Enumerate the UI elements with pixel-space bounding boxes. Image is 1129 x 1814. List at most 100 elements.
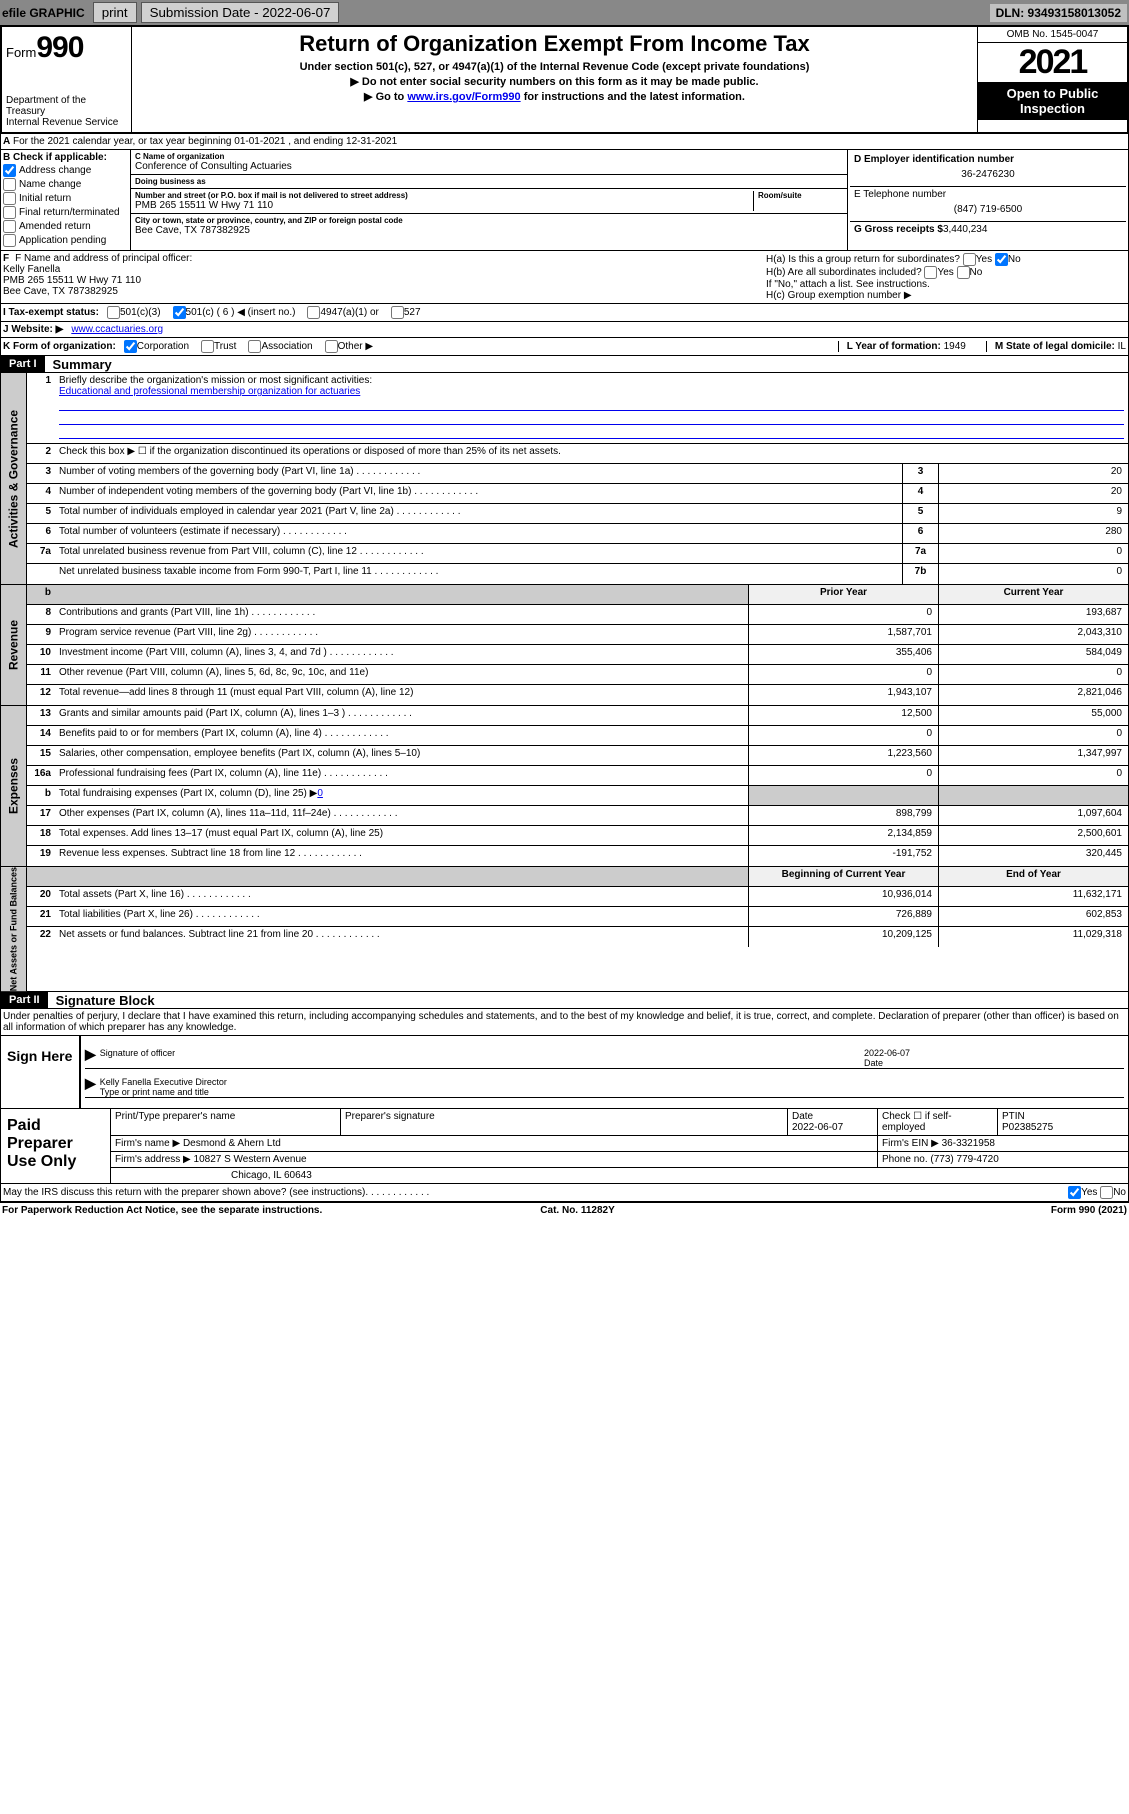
checkbox-amended[interactable]: Amended return: [3, 220, 128, 233]
prior-8: 0: [748, 605, 938, 624]
cur-22: 11,029,318: [938, 927, 1128, 947]
print-button[interactable]: print: [93, 2, 137, 23]
prior-12: 1,943,107: [748, 685, 938, 705]
line-1: Briefly describe the organization's miss…: [55, 373, 1128, 443]
year-block: OMB No. 1545-0047 2021 Open to Public In…: [977, 27, 1127, 132]
form-id-block: Form990 Department of the Treasury Inter…: [2, 27, 132, 132]
prior-11: 0: [748, 665, 938, 684]
discuss-no[interactable]: No: [1100, 1187, 1126, 1198]
line-15: Salaries, other compensation, employee b…: [55, 746, 748, 765]
line-20: Total assets (Part X, line 16): [55, 887, 748, 906]
line-16a: Professional fundraising fees (Part IX, …: [55, 766, 748, 785]
efile-label: efile GRAPHIC: [2, 6, 85, 20]
line-21: Total liabilities (Part X, line 26): [55, 907, 748, 926]
prior-22: 10,209,125: [748, 927, 938, 947]
cur-17: 1,097,604: [938, 806, 1128, 825]
cur-8: 193,687: [938, 605, 1128, 624]
discuss-yes[interactable]: Yes: [1068, 1187, 1097, 1198]
chk-527[interactable]: 527: [391, 306, 421, 319]
box-j-website: J Website: ▶ www.ccactuaries.org: [0, 322, 1129, 338]
firm-ein: Firm's EIN ▶ 36-3321958: [878, 1136, 1128, 1151]
prep-selfemp[interactable]: Check ☐ if self-employed: [878, 1109, 998, 1135]
h-b-yes[interactable]: Yes: [924, 267, 953, 278]
prior-15: 1,223,560: [748, 746, 938, 765]
val-3: 20: [938, 464, 1128, 483]
vlabel-netassets: Net Assets or Fund Balances: [1, 867, 27, 991]
cur-11: 0: [938, 665, 1128, 684]
line-19: Revenue less expenses. Subtract line 18 …: [55, 846, 748, 866]
line-18: Total expenses. Add lines 13–17 (must eq…: [55, 826, 748, 845]
checkbox-final-return[interactable]: Final return/terminated: [3, 206, 128, 219]
box-b: B Check if applicable: Address change Na…: [1, 150, 131, 250]
part2-title: Signature Block: [56, 993, 155, 1008]
prep-h1: Print/Type preparer's name: [111, 1109, 341, 1135]
prep-date: Date2022-06-07: [788, 1109, 878, 1135]
h-a-yes[interactable]: Yes: [963, 254, 992, 265]
arrow-icon: ▶: [85, 1075, 96, 1097]
val-4: 20: [938, 484, 1128, 503]
irs-link[interactable]: www.irs.gov/Form990: [407, 91, 520, 103]
col-current: Current Year: [938, 585, 1128, 604]
cur-10: 584,049: [938, 645, 1128, 664]
chk-501c3[interactable]: 501(c)(3): [107, 306, 161, 319]
cur-20: 11,632,171: [938, 887, 1128, 906]
box-i-status: I Tax-exempt status: 501(c)(3) 501(c) ( …: [0, 304, 1129, 322]
discuss-row: May the IRS discuss this return with the…: [0, 1184, 1129, 1202]
chk-trust[interactable]: Trust: [201, 340, 236, 353]
vlabel-revenue: Revenue: [1, 585, 27, 705]
cur-19: 320,445: [938, 846, 1128, 866]
prior-18: 2,134,859: [748, 826, 938, 845]
footer-left: For Paperwork Reduction Act Notice, see …: [2, 1205, 322, 1216]
h-a-no[interactable]: No: [995, 254, 1021, 265]
box-c-city: City or town, state or province, country…: [131, 214, 847, 238]
chk-501c[interactable]: 501(c) ( 6 ) ◀ (insert no.): [173, 306, 296, 319]
checkbox-application-pending[interactable]: Application pending: [3, 234, 128, 247]
prior-9: 1,587,701: [748, 625, 938, 644]
perjury-text: Under penalties of perjury, I declare th…: [0, 1009, 1129, 1036]
chk-corp[interactable]: Corporation: [124, 340, 189, 353]
part1-header: Part I: [1, 356, 45, 372]
chk-4947[interactable]: 4947(a)(1) or: [307, 306, 378, 319]
col-prior: Prior Year: [748, 585, 938, 604]
part2-header: Part II: [1, 992, 48, 1008]
chk-assoc[interactable]: Association: [248, 340, 312, 353]
chk-other[interactable]: Other ▶: [325, 340, 373, 353]
prep-ptin: PTINP02385275: [998, 1109, 1128, 1135]
box-k-label: K Form of organization:: [3, 341, 116, 352]
col-begin: Beginning of Current Year: [748, 867, 938, 886]
prior-16a: 0: [748, 766, 938, 785]
prior-17: 898,799: [748, 806, 938, 825]
prior-20: 10,936,014: [748, 887, 938, 906]
prior-19: -191,752: [748, 846, 938, 866]
prep-h2: Preparer's signature: [341, 1109, 788, 1135]
cur-9: 2,043,310: [938, 625, 1128, 644]
line-9: Program service revenue (Part VIII, line…: [55, 625, 748, 644]
checkbox-address-change[interactable]: Address change: [3, 164, 128, 177]
cur-18: 2,500,601: [938, 826, 1128, 845]
line-13: Grants and similar amounts paid (Part IX…: [55, 706, 748, 725]
prior-13: 12,500: [748, 706, 938, 725]
firm-address2: Chicago, IL 60643: [111, 1168, 1128, 1183]
h-b-no[interactable]: No: [957, 267, 983, 278]
submission-date-button[interactable]: Submission Date - 2022-06-07: [141, 2, 340, 23]
line-17: Other expenses (Part IX, column (A), lin…: [55, 806, 748, 825]
line-14: Benefits paid to or for members (Part IX…: [55, 726, 748, 745]
officer-name: Kelly Fanella Executive DirectorType or …: [100, 1075, 1124, 1097]
prior-14: 0: [748, 726, 938, 745]
website-link[interactable]: www.ccactuaries.org: [71, 324, 163, 335]
cur-21: 602,853: [938, 907, 1128, 926]
cur-14: 0: [938, 726, 1128, 745]
firm-address: Firm's address ▶ 10827 S Western Avenue: [111, 1152, 878, 1167]
val-7a: 0: [938, 544, 1128, 563]
checkbox-initial-return[interactable]: Initial return: [3, 192, 128, 205]
line-16b: Total fundraising expenses (Part IX, col…: [55, 786, 748, 805]
arrow-icon: ▶: [85, 1046, 96, 1068]
line-3: Number of voting members of the governin…: [55, 464, 902, 483]
box-l: L Year of formation: 1949: [838, 341, 966, 352]
vlabel-governance: Activities & Governance: [1, 373, 27, 584]
box-e-phone: E Telephone number (847) 719-6500: [850, 187, 1126, 222]
checkbox-name-change[interactable]: Name change: [3, 178, 128, 191]
vlabel-expenses: Expenses: [1, 706, 27, 866]
part1-title: Summary: [53, 357, 112, 372]
footer-mid: Cat. No. 11282Y: [540, 1205, 614, 1216]
